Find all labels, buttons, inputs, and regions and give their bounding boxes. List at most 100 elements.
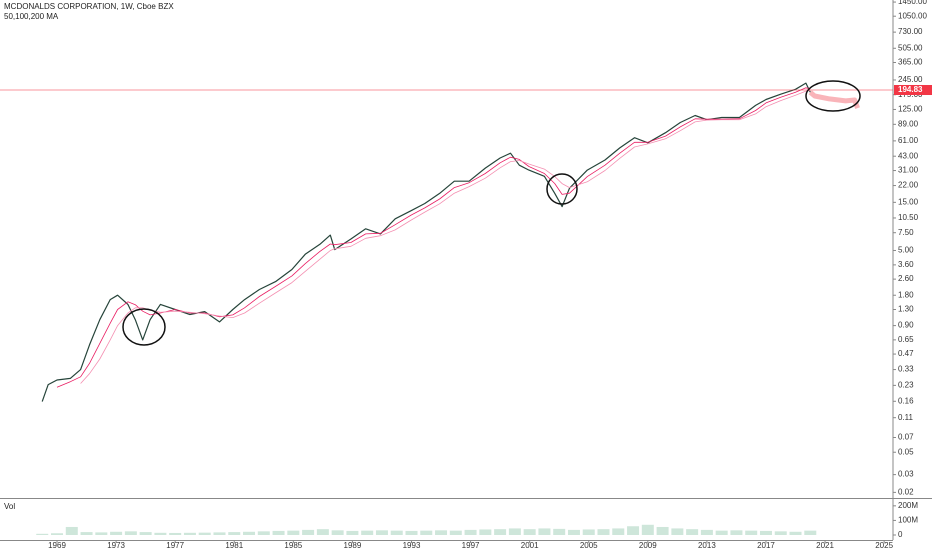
- volume-bar: [169, 532, 182, 535]
- volume-bar: [65, 526, 78, 535]
- annotation-circle: [122, 308, 166, 346]
- y-tick-label: 7.50: [898, 228, 914, 237]
- volume-bar: [51, 533, 64, 535]
- y-tick-label: 0.33: [898, 365, 914, 374]
- y-tick-label: 1450.00: [898, 0, 927, 6]
- indicator-label: 50,100,200 MA: [4, 12, 59, 21]
- x-tick-label: 1969: [48, 541, 66, 550]
- volume-bar: [745, 530, 758, 535]
- y-tick-label: 0.02: [898, 487, 914, 496]
- annotation-circle: [546, 173, 578, 205]
- volume-bar: [641, 524, 654, 535]
- volume-bar: [420, 530, 433, 535]
- y-tick-label: 200M: [898, 501, 918, 510]
- volume-bar: [686, 529, 699, 535]
- y-tick-label: 0.65: [898, 335, 914, 344]
- annotation-circle: [805, 80, 861, 112]
- volume-bar: [582, 529, 595, 535]
- y-tick-label: 730.00: [898, 27, 923, 36]
- y-tick-label: 3.60: [898, 260, 914, 269]
- y-tick-label: 0.05: [898, 447, 914, 456]
- y-tick-label: 365.00: [898, 58, 923, 67]
- volume-bar: [346, 530, 359, 535]
- volume-bar: [627, 526, 640, 535]
- price-label-box: [894, 85, 932, 96]
- price-label: 194.83: [898, 85, 923, 94]
- volume-bar: [405, 530, 418, 535]
- volume-bar: [494, 529, 507, 535]
- y-tick-label: 1.30: [898, 305, 914, 314]
- x-tick-label: 1981: [225, 541, 243, 550]
- volume-label: Vol: [4, 502, 15, 511]
- volume-bar: [597, 529, 610, 535]
- x-tick-label: 2005: [580, 541, 598, 550]
- y-tick-label: 0.47: [898, 349, 914, 358]
- volume-bar: [183, 532, 196, 535]
- volume-bar: [700, 529, 713, 535]
- volume-bar: [213, 532, 226, 535]
- volume-bar: [804, 530, 817, 535]
- y-tick-label: 5.00: [898, 246, 914, 255]
- volume-bar: [228, 532, 241, 535]
- x-tick-label: 2013: [698, 541, 716, 550]
- volume-bar: [715, 530, 728, 535]
- volume-bar: [124, 531, 137, 535]
- x-tick-label: 1989: [344, 541, 362, 550]
- volume-bar: [95, 532, 108, 535]
- volume-bar: [302, 529, 315, 535]
- series-line: [808, 90, 860, 109]
- volume-bar: [567, 529, 580, 535]
- y-tick-label: 89.00: [898, 119, 919, 128]
- y-tick-label: 125.00: [898, 105, 923, 114]
- volume-bar: [243, 531, 256, 535]
- annotations: [122, 80, 861, 346]
- volume-bar: [789, 531, 802, 535]
- y-tick-label: 10.50: [898, 213, 919, 222]
- volume-bar: [759, 530, 772, 535]
- volume-bar: [375, 530, 388, 535]
- volume-bar: [464, 529, 477, 535]
- volume-bar: [449, 530, 462, 535]
- y-tick-label: 245.00: [898, 75, 923, 84]
- volume-bar: [656, 526, 669, 535]
- volume-bar: [523, 529, 536, 535]
- volume-bar: [361, 530, 374, 535]
- y-tick-label: 0.03: [898, 470, 914, 479]
- chart-title: MCDONALDS CORPORATION, 1W, Cboe BZX: [4, 2, 174, 11]
- y-tick-label: 505.00: [898, 43, 923, 52]
- volume-bar: [730, 530, 743, 535]
- volume-bar: [139, 532, 152, 535]
- y-tick-label: 15.00: [898, 197, 919, 206]
- volume-bar: [390, 530, 403, 535]
- y-tick-label: 43.00: [898, 151, 919, 160]
- volume-bar: [36, 533, 49, 535]
- volume-bar: [671, 528, 684, 535]
- y-tick-label: 61.00: [898, 136, 919, 145]
- x-tick-label: 2017: [757, 541, 775, 550]
- volume-bar: [612, 528, 625, 535]
- x-tick-label: 1993: [403, 541, 421, 550]
- volume-bar: [272, 530, 285, 535]
- y-tick-label: 0.23: [898, 380, 914, 389]
- y-tick-label: 0: [898, 530, 903, 539]
- y-tick-label: 22.00: [898, 181, 919, 190]
- volume-bar: [553, 528, 566, 535]
- x-tick-label: 2025: [875, 541, 893, 550]
- volume-bar: [110, 531, 123, 535]
- volume-bar: [774, 531, 787, 535]
- x-tick-label: 2021: [816, 541, 834, 550]
- x-tick-label: 1985: [284, 541, 302, 550]
- y-tick-label: 100M: [898, 516, 918, 525]
- y-tick-label: 0.11: [898, 413, 914, 422]
- y-tick-label: 2.60: [898, 274, 914, 283]
- y-tick-label: 0.07: [898, 433, 914, 442]
- volume-bar: [479, 529, 492, 535]
- volume-bar: [198, 532, 211, 535]
- y-tick-label: 0.90: [898, 321, 914, 330]
- volume-bar: [287, 530, 300, 535]
- x-tick-label: 2001: [521, 541, 539, 550]
- volume-bar: [154, 532, 167, 535]
- y-tick-label: 1.80: [898, 290, 914, 299]
